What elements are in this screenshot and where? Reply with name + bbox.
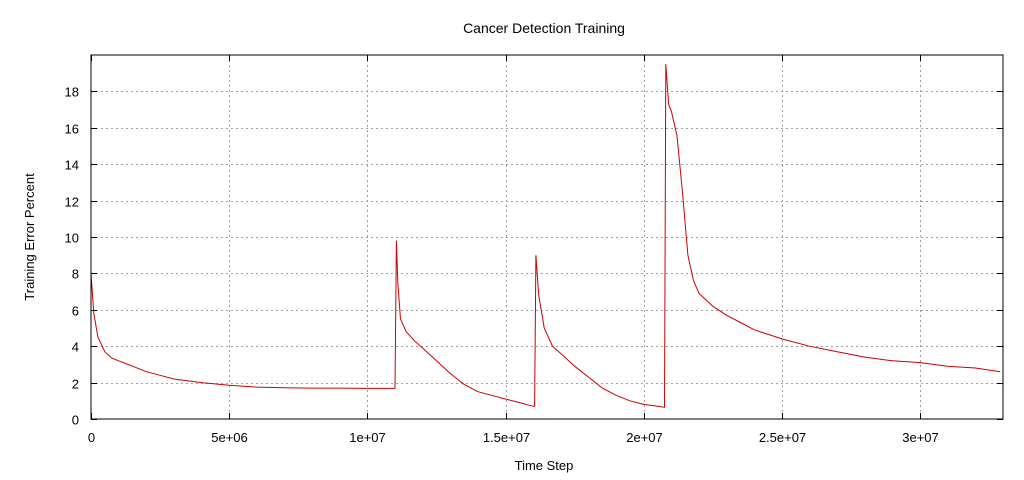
y-tick-label: 10 (65, 231, 79, 246)
y-tick-label: 4 (72, 340, 79, 355)
y-tick-label: 8 (72, 267, 79, 282)
chart-title: Cancer Detection Training (463, 20, 625, 36)
y-tick-label: 0 (72, 413, 79, 428)
y-tick-label: 12 (65, 195, 79, 210)
y-tick-label: 2 (72, 377, 79, 392)
y-tick-label: 18 (65, 85, 79, 100)
x-tick-label: 3e+07 (902, 430, 939, 445)
x-tick-label: 5e+06 (211, 430, 248, 445)
grid-lines (91, 55, 1003, 419)
y-tick-label: 6 (72, 304, 79, 319)
x-tick-label: 1.5e+07 (483, 430, 530, 445)
y-axis-label: Training Error Percent (22, 173, 37, 301)
x-axis-label: Time Step (515, 458, 574, 473)
x-tick-label: 2.5e+07 (759, 430, 806, 445)
x-tick-label: 2e+07 (626, 430, 663, 445)
y-tick-label: 16 (65, 122, 79, 137)
x-tick-label: 0 (88, 430, 95, 445)
series-layer (90, 64, 1001, 408)
x-tick-label: 1e+07 (349, 430, 386, 445)
series-line (90, 64, 1001, 408)
y-tick-label: 14 (65, 158, 79, 173)
axis-ticks: 0 2 4 6 8 10 12 14 16 18 0 5e+06 1e+07 1.5e+07 2e+07 2.… (65, 55, 1003, 445)
